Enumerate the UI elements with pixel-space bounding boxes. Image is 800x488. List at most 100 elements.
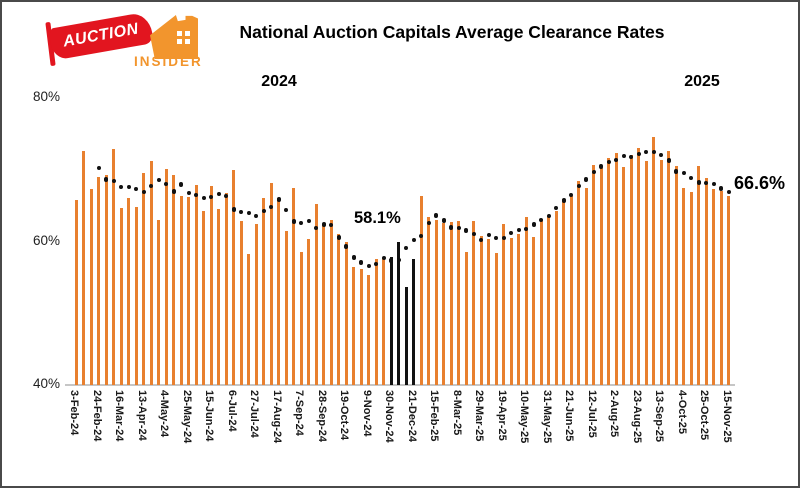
x-tick-label: 15-Nov-25: [720, 390, 733, 443]
clearance-bar: [367, 274, 371, 385]
clearance-bar: [659, 160, 663, 385]
trend-dot: [606, 160, 611, 165]
clearance-bar: [314, 204, 318, 385]
clearance-bar: [457, 220, 461, 385]
trend-dot: [186, 190, 191, 196]
clearance-bar: [382, 258, 386, 385]
clearance-bar: [269, 182, 273, 385]
house-window: [185, 31, 190, 36]
trend-dot: [696, 180, 701, 185]
annotation-latest-value: 66.6%: [734, 173, 786, 193]
y-axis-tick-80: 80%: [32, 89, 60, 104]
x-tick-label: 29-Mar-25: [473, 390, 486, 442]
trend-dot: [201, 195, 206, 200]
clearance-bar: [284, 231, 288, 385]
x-tick-label: 4-May-24: [158, 390, 171, 438]
trend-dot: [254, 213, 259, 219]
clearance-bar: [112, 148, 116, 385]
trend-dot: [524, 226, 529, 231]
clearance-bar: [569, 195, 573, 385]
trend-dot: [374, 261, 379, 266]
auction-insider-logo: AUCTION INSIDER: [32, 7, 201, 71]
clearance-bar: [712, 189, 716, 385]
x-tick-label: 7-Sep-24: [293, 390, 306, 436]
trend-dot: [351, 255, 356, 260]
x-tick-label: 3-Feb-24: [68, 390, 81, 436]
clearance-bar: [149, 161, 153, 385]
clearance-bar: [352, 266, 356, 385]
x-tick-label: 16-Mar-24: [113, 390, 126, 442]
clearance-bar: [622, 166, 626, 385]
clearance-bar: [719, 191, 723, 385]
trend-dot: [404, 245, 409, 250]
trend-dot: [284, 208, 289, 213]
clearance-bar: [524, 217, 528, 385]
clearance-bar: [82, 151, 86, 385]
clearance-bar: [157, 219, 161, 385]
clearance-bar: [449, 222, 453, 385]
clearance-bar: [689, 191, 693, 385]
clearance-bar: [329, 219, 333, 385]
house-window: [185, 39, 190, 44]
trend-dot: [366, 263, 371, 268]
clearance-bar: [292, 187, 296, 385]
clearance-bar: [494, 252, 498, 385]
trend-dot: [126, 184, 131, 189]
trend-dot: [689, 175, 694, 181]
clearance-bar: [262, 197, 266, 385]
trend-dot: [704, 181, 709, 186]
clearance-bar: [307, 239, 311, 385]
x-axis-line: [65, 384, 735, 386]
x-tick-label: 2-Aug-25: [608, 390, 621, 438]
y-axis-tick-60: 60%: [32, 233, 60, 248]
trend-dot: [231, 207, 236, 212]
trend-dot: [246, 211, 251, 216]
trend-dot: [314, 225, 319, 230]
x-tick-label: 12-Jul-25: [585, 390, 598, 438]
clearance-bar: [232, 169, 236, 385]
trend-dot: [569, 192, 574, 198]
clearance-bar-highlighted: [397, 241, 401, 385]
trend-dot: [666, 158, 671, 163]
trend-dot: [134, 187, 139, 192]
x-tick-label: 19-Apr-25: [495, 390, 508, 441]
trend-dot: [276, 197, 281, 202]
clearance-bar: [202, 211, 206, 385]
trend-dot: [531, 222, 536, 227]
trend-dot: [636, 151, 641, 156]
trend-dot: [389, 258, 394, 263]
clearance-bar: [127, 197, 131, 385]
trend-dot: [644, 150, 649, 155]
x-tick-label: 25-Oct-25: [698, 390, 711, 441]
trend-dot: [344, 244, 349, 249]
clearance-bar: [502, 224, 506, 385]
x-tick-label: 30-Nov-24: [383, 390, 396, 443]
clearance-bar: [442, 222, 446, 385]
clearance-bar: [547, 215, 551, 385]
trend-dot: [486, 232, 491, 237]
clearance-bar-highlighted: [412, 258, 416, 385]
x-tick-label: 15-Jun-24: [203, 390, 216, 442]
trend-dot: [239, 210, 244, 215]
x-tick-label: 21-Dec-24: [405, 390, 418, 442]
clearance-bar: [337, 234, 341, 385]
x-tick-label: 6-Jul-24: [225, 390, 238, 432]
trend-dot: [584, 177, 589, 182]
trend-dot: [719, 186, 724, 191]
trend-dot: [651, 149, 656, 154]
trend-dot: [96, 166, 101, 171]
x-tick-label: 17-Aug-24: [270, 390, 283, 444]
trend-dot: [269, 204, 274, 209]
clearance-bar: [247, 254, 251, 385]
trend-dot: [164, 182, 169, 187]
trend-dot: [171, 189, 176, 194]
trend-dot: [591, 169, 596, 175]
x-tick-label: 31-May-25: [540, 390, 553, 444]
clearance-bar: [697, 166, 701, 385]
clearance-bar: [629, 154, 633, 385]
clearance-bar: [577, 180, 581, 385]
clearance-bar: [187, 197, 191, 385]
trend-dot: [209, 194, 214, 199]
trend-dot: [576, 183, 581, 188]
